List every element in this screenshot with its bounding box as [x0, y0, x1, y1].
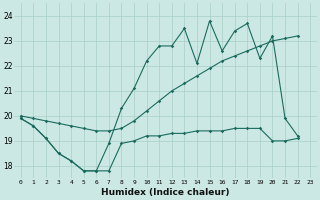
X-axis label: Humidex (Indice chaleur): Humidex (Indice chaleur) — [101, 188, 230, 197]
